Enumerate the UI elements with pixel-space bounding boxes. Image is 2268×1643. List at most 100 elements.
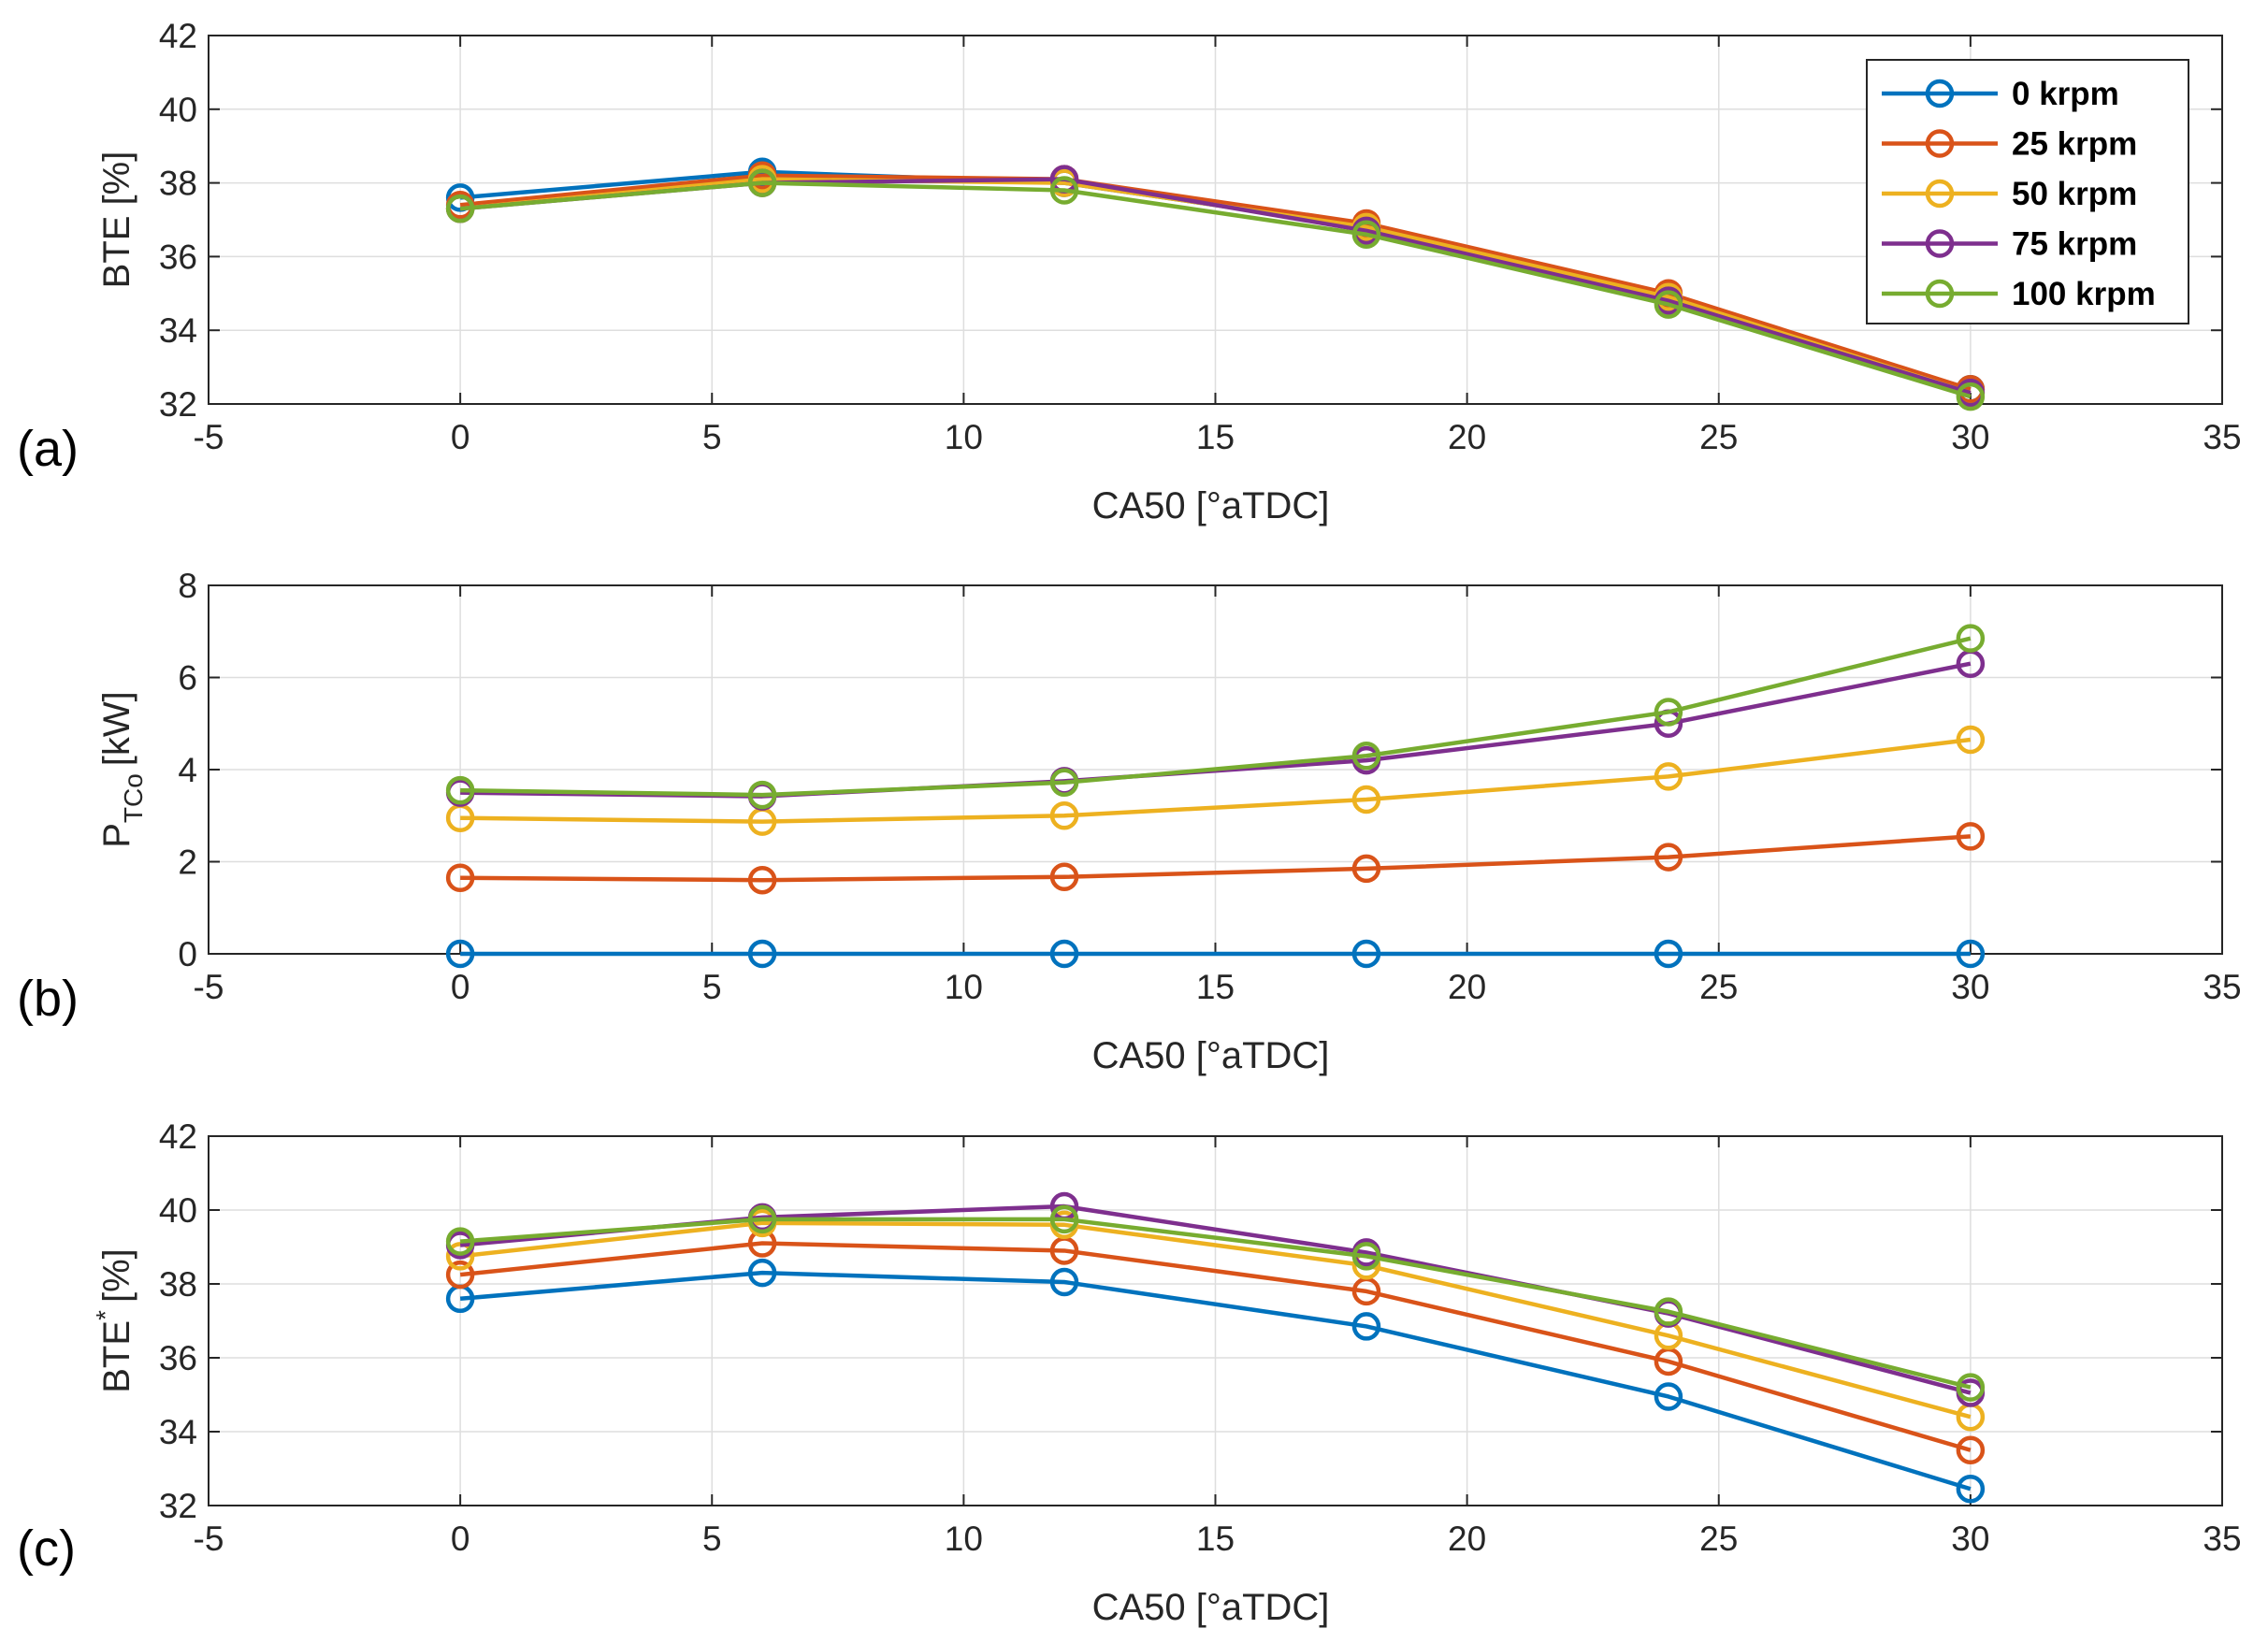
data-point-marker <box>1049 176 1079 205</box>
y-tick-label: 0 <box>178 935 197 973</box>
x-tick-label: 25 <box>1699 1520 1738 1558</box>
legend-entry: 100 krpm <box>1882 276 2156 312</box>
y-axis-title: BTE [%] <box>96 151 137 289</box>
legend-marker <box>1925 79 1955 108</box>
data-point-marker <box>1351 220 1381 250</box>
y-tick-label: 38 <box>159 165 197 203</box>
data-point-marker <box>1956 382 1986 411</box>
data-point-marker <box>1351 741 1381 771</box>
series-25-krpm <box>445 1229 1986 1464</box>
series-100-krpm <box>445 1204 1986 1402</box>
y-axis-title-superscript: * <box>91 1310 120 1320</box>
series-25-krpm <box>445 822 1986 895</box>
panel-label: (c) <box>17 1520 76 1577</box>
x-tick-label: 5 <box>702 418 722 456</box>
panel-label: (a) <box>17 421 79 477</box>
data-point-marker <box>1654 1382 1683 1411</box>
legend-marker <box>1925 229 1955 258</box>
data-point-marker <box>1049 862 1079 892</box>
data-point-marker <box>747 1258 777 1288</box>
y-tick-label: 38 <box>159 1265 197 1304</box>
data-point-marker <box>445 1227 475 1256</box>
series-line <box>459 1220 1972 1420</box>
data-point-marker <box>1049 801 1079 830</box>
y-tick-label: 32 <box>159 1487 197 1525</box>
x-axis-title: CA50 [°aTDC] <box>1092 485 1330 526</box>
legend-marker <box>1925 179 1955 209</box>
series-line <box>460 636 1972 798</box>
panel-label: (b) <box>17 971 79 1027</box>
data-point-marker <box>1049 768 1079 798</box>
y-axis-title: BTE* [%] <box>91 1248 137 1393</box>
y-axis-title: PTCo [kW] <box>96 691 148 848</box>
series-line <box>459 180 1972 399</box>
x-tick-label: 5 <box>702 968 722 1006</box>
data-point-marker <box>1956 939 1986 969</box>
series-line <box>459 1241 1972 1452</box>
data-point-marker <box>1049 1204 1079 1234</box>
x-tick-label: 15 <box>1196 968 1235 1006</box>
x-tick-label: 5 <box>702 1520 722 1558</box>
x-tick-label: -5 <box>194 968 224 1006</box>
legend-marker <box>1925 129 1955 158</box>
x-tick-label: 10 <box>945 418 983 456</box>
data-point-marker <box>1956 1474 1986 1504</box>
data-point-marker <box>747 168 777 197</box>
x-tick-label: 35 <box>2203 1520 2241 1558</box>
series-line <box>460 737 1972 824</box>
y-tick-label: 40 <box>159 1191 197 1230</box>
legend-label: 25 krpm <box>2012 126 2137 163</box>
y-tick-label: 40 <box>159 91 197 129</box>
data-point-marker <box>1351 939 1381 969</box>
x-tick-label: 35 <box>2203 968 2241 1006</box>
x-tick-label: 10 <box>945 968 983 1006</box>
y-axis-title-subscript: TCo <box>119 773 148 823</box>
x-axis-title: CA50 [°aTDC] <box>1092 1035 1330 1076</box>
data-point-marker <box>1654 762 1683 791</box>
data-point-marker <box>1956 822 1986 851</box>
data-point-marker <box>1956 1435 1986 1464</box>
y-tick-label: 4 <box>178 751 197 789</box>
x-tick-label: 0 <box>451 418 470 456</box>
y-axis-title-main: P <box>96 823 137 848</box>
y-tick-label: 34 <box>159 311 197 350</box>
data-point-marker <box>1956 1373 1986 1402</box>
y-tick-label: 32 <box>159 385 197 424</box>
x-tick-label: 15 <box>1196 418 1235 456</box>
series-line <box>459 173 1972 392</box>
data-point-marker <box>747 780 777 810</box>
series-line <box>459 1270 1972 1492</box>
y-tick-label: 36 <box>159 238 197 276</box>
x-tick-label: 25 <box>1699 418 1738 456</box>
data-point-marker <box>1654 843 1683 872</box>
legend-label: 0 krpm <box>2012 76 2119 112</box>
series-line <box>460 834 1972 883</box>
x-tick-label: 20 <box>1448 418 1486 456</box>
data-point-marker <box>445 863 475 892</box>
x-tick-label: -5 <box>194 1520 224 1558</box>
data-point-marker <box>1654 698 1683 727</box>
y-tick-label: 42 <box>159 1117 197 1156</box>
x-tick-label: 20 <box>1448 1520 1486 1558</box>
legend-marker <box>1925 279 1955 309</box>
data-point-marker <box>1654 939 1683 969</box>
y-tick-label: 36 <box>159 1339 197 1377</box>
data-point-marker <box>1351 1242 1381 1271</box>
legend-entry: 50 krpm <box>1882 176 2137 212</box>
data-point-marker <box>1351 854 1381 884</box>
legend-label: 100 krpm <box>2012 276 2156 312</box>
data-point-marker <box>1049 939 1079 969</box>
y-tick-label: 8 <box>178 567 197 605</box>
chart-panel-3: -5 0 5 10 15 20 25 30 35 32 34 36 38 40 42 CA50 [°aTDC]… <box>17 1117 2242 1628</box>
data-point-marker <box>747 865 777 895</box>
series-100-krpm <box>445 624 1986 810</box>
legend-label: 75 krpm <box>2012 226 2137 263</box>
legend-entry: 75 krpm <box>1882 226 2137 263</box>
data-point-marker <box>1654 290 1683 319</box>
series-100-krpm <box>445 168 1986 411</box>
x-tick-label: 0 <box>451 968 470 1006</box>
y-tick-label: 34 <box>159 1413 197 1451</box>
x-tick-label: 30 <box>1951 968 1989 1006</box>
